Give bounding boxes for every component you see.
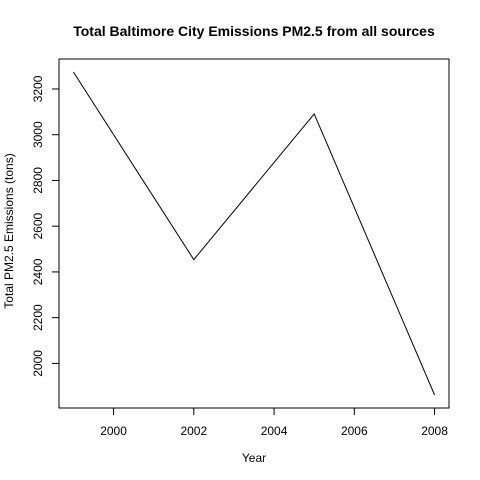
y-tick-label: 2200 (31, 304, 45, 331)
x-tick-label: 2000 (100, 424, 127, 438)
y-tick-label: 2600 (31, 213, 45, 240)
y-axis: 2000 2200 2400 2600 2800 3000 3200 (31, 75, 60, 377)
x-axis-label: Year (242, 451, 266, 465)
y-tick-label: 2400 (31, 258, 45, 285)
x-tick-label: 2004 (261, 424, 288, 438)
x-tick-label: 2008 (421, 424, 448, 438)
plot-frame (58, 58, 450, 409)
x-tick-label: 2006 (341, 424, 368, 438)
y-tick-label: 2000 (31, 350, 45, 377)
series-line (72, 71, 436, 396)
y-axis-label: Total PM2.5 Emissions (tons) (2, 153, 16, 308)
y-tick-label: 2800 (31, 167, 45, 194)
x-tick-label: 2002 (180, 424, 207, 438)
x-axis: 2000 2002 2004 2006 2008 (100, 407, 448, 438)
chart-title: Total Baltimore City Emissions PM2.5 fro… (73, 23, 435, 39)
y-tick-label: 3200 (31, 75, 45, 102)
y-tick-label: 3000 (31, 121, 45, 148)
